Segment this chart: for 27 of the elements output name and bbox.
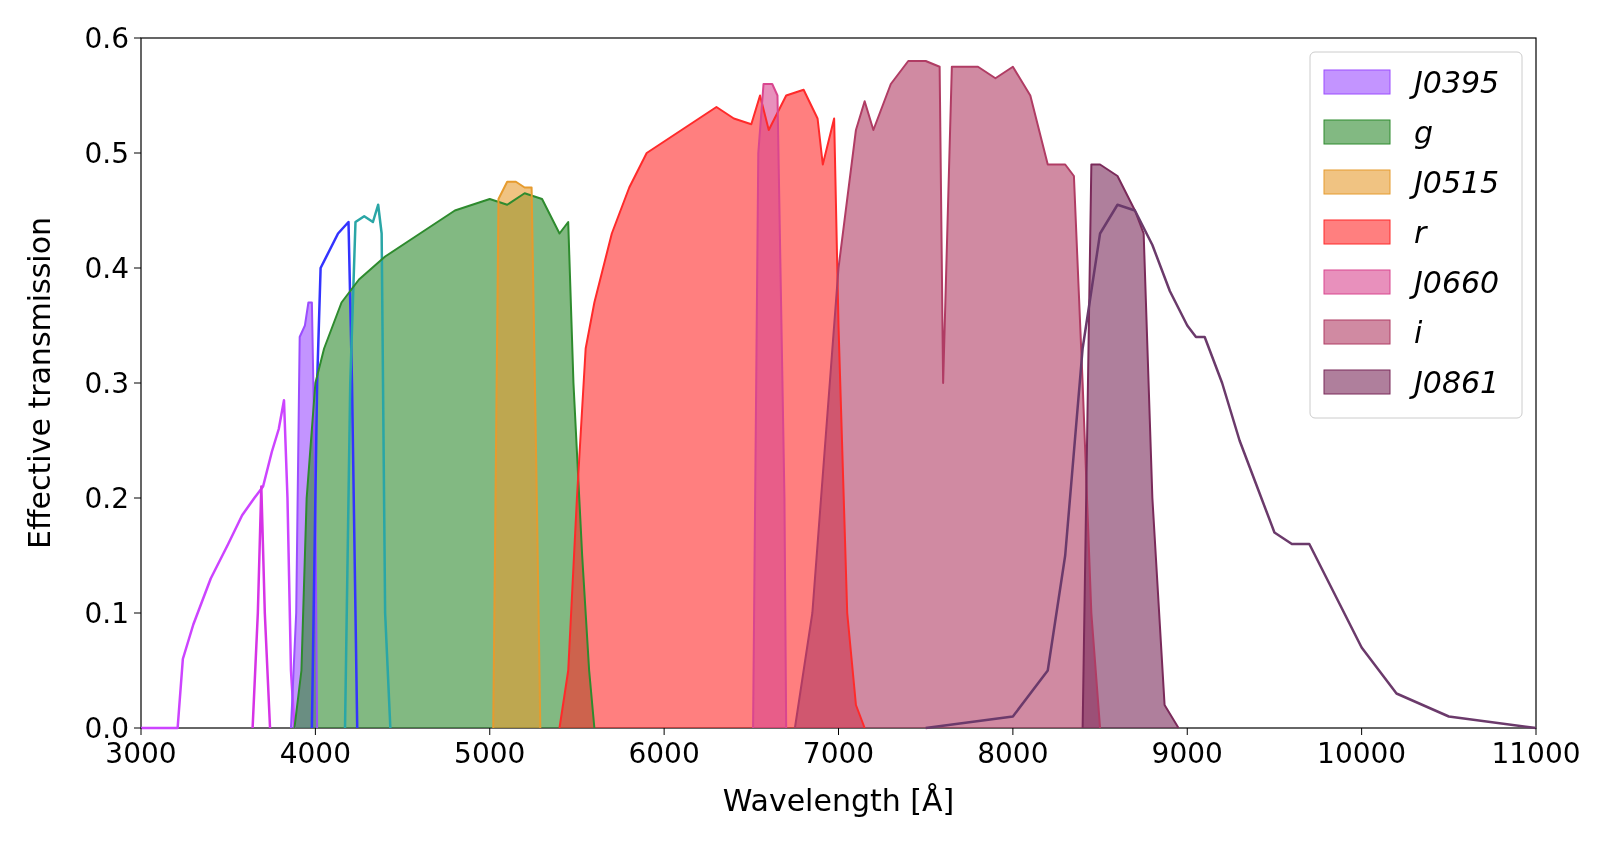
y-axis-title: Effective transmission [22,216,57,550]
y-tick-label: 0.6 [84,21,129,55]
legend-label: J0660 [1409,264,1500,300]
y-tick-label: 0.5 [84,136,129,170]
y-tick-label: 0.3 [84,366,129,400]
line-series [310,220,359,730]
x-axis-title: Wavelength [Å] [722,783,955,818]
y-tick-label: 0.2 [84,481,129,515]
legend-label: J0861 [1409,364,1500,400]
x-tick-label: 8000 [977,737,1049,770]
line-series [924,203,1538,730]
line-series [139,399,296,730]
y-tick-label: 0.1 [84,596,129,630]
x-tick-label: 4000 [279,737,352,770]
legend-label: r [1414,214,1428,250]
y-tick-label: 0.4 [84,251,129,285]
x-tick-label: 9000 [1151,737,1223,770]
x-tick-label: 6000 [628,737,700,770]
legend-label: J0515 [1409,164,1500,200]
x-tick-label: 5000 [454,737,526,770]
legend-label: J0395 [1409,64,1500,100]
line-series [343,203,392,730]
x-tick-label: 10000 [1317,737,1407,770]
legend-label: i [1414,314,1423,350]
legend-label: g [1414,114,1434,150]
x-tick-label: 7000 [802,737,875,770]
x-tick-label: 11000 [1491,737,1581,770]
